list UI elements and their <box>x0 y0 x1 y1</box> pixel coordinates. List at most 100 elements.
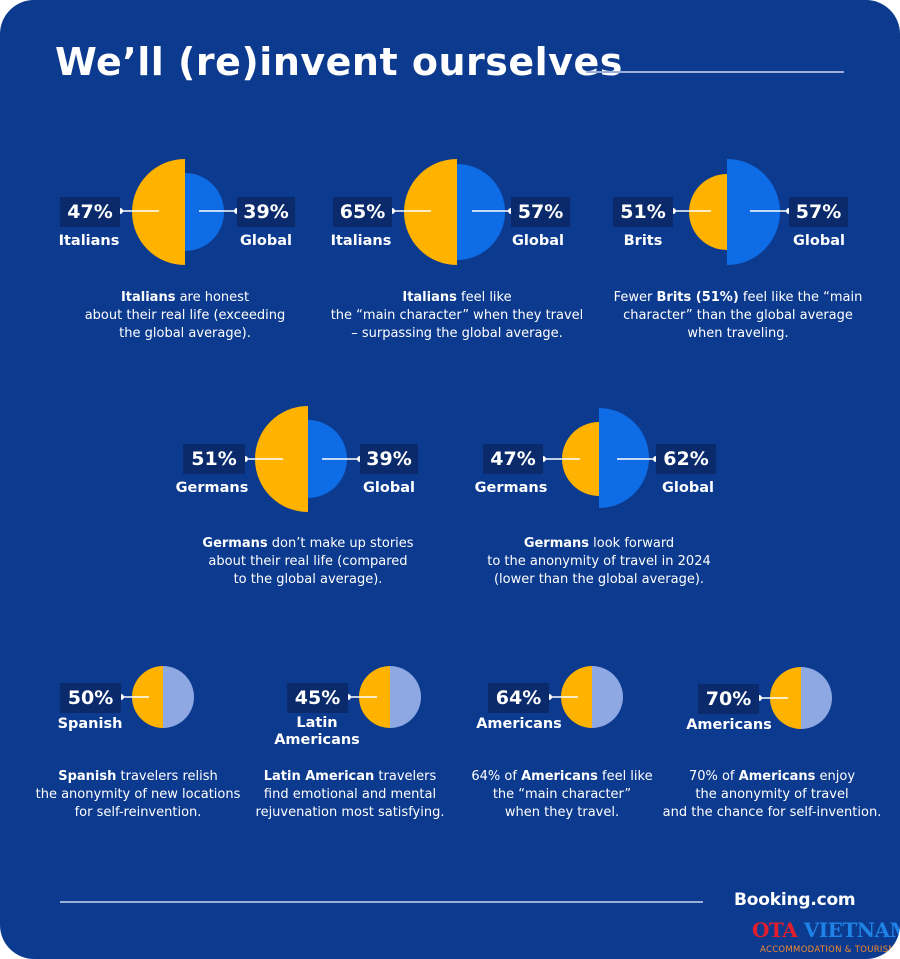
desc-americans-main: 64% of Americans feel like the “main cha… <box>427 768 697 822</box>
stat-italians-main-label: Italians <box>330 233 392 249</box>
desc-americans-anonymity: 70% of Americans enjoy the anonymity of … <box>637 768 900 822</box>
stat-global-main-pct: 57% <box>511 197 570 227</box>
stat-global-stories-pct: 39% <box>360 444 418 474</box>
half-circle-local <box>689 174 727 250</box>
stat-latin-americans-label: Latin Americans <box>257 715 377 749</box>
stat-spanish-pct: 50% <box>60 683 121 713</box>
desc-bold: Americans <box>738 769 816 784</box>
desc-italians-honest: Italians are honest about their real lif… <box>50 289 320 343</box>
stat-americans-anonymity-label: Americans <box>686 717 772 733</box>
desc-line-1: enjoy <box>815 769 856 784</box>
stat-spanish-label: Spanish <box>57 716 123 732</box>
stat-italians-main-pct: 65% <box>333 197 392 227</box>
stat-global-anonymity-pct: 62% <box>656 444 716 474</box>
desc-line-3: and the chance for self-invention. <box>662 805 882 820</box>
desc-line-2: the anonymity of travel <box>695 787 849 802</box>
desc-line-1: look forward <box>589 536 675 551</box>
stat-latin-americans-pct: 45% <box>287 683 348 713</box>
chart-latin-americans <box>345 666 421 728</box>
page-title: We’ll (re)invent ourselves <box>55 40 623 84</box>
stat-global-anonymity-label: Global <box>662 480 714 496</box>
chart-americans-anonymity <box>756 667 832 729</box>
desc-line-3: the global average). <box>119 326 251 341</box>
desc-line-3: (lower than the global average). <box>493 572 705 587</box>
desc-bold: Latin American <box>263 769 375 784</box>
desc-pre: 70% of <box>688 769 739 784</box>
desc-line-2: to the anonymity of travel in 2024 <box>487 554 711 569</box>
stat-global-honest-pct: 39% <box>237 197 295 227</box>
half-circle-global <box>185 173 224 251</box>
desc-line-1: travelers <box>374 769 437 784</box>
label-line-2: Americans <box>274 732 360 748</box>
stat-americans-main-pct: 64% <box>488 683 549 713</box>
stat-global-brits-pct: 57% <box>789 197 848 227</box>
watermark-vietnam: VIETNAM <box>803 918 900 942</box>
title-divider <box>586 71 844 73</box>
chart-germans-anonymity <box>540 408 659 508</box>
chart-brits-main-character <box>670 159 792 265</box>
desc-line-1: feel like <box>597 769 653 784</box>
chart-americans-main-character <box>546 666 623 728</box>
stat-brits-label: Brits <box>623 233 663 249</box>
desc-line-3: rejuvenation most satisfying. <box>255 805 445 820</box>
chart-spanish <box>118 666 194 728</box>
desc-line-3: for self-reinvention. <box>74 805 202 820</box>
desc-bold: Spanish <box>58 769 117 784</box>
booking-logo: Booking.com <box>734 890 856 910</box>
desc-germans-stories: Germans don’t make up stories about thei… <box>173 535 443 589</box>
stat-italians-honest-label: Italians <box>58 233 120 249</box>
half-circle-global <box>390 666 421 728</box>
stat-germans-stories-pct: 51% <box>183 444 245 474</box>
desc-line-3: when they travel. <box>504 805 620 820</box>
half-circle-local <box>132 159 185 265</box>
half-circle-global <box>457 164 505 260</box>
stat-germans-anonymity-pct: 47% <box>483 444 543 474</box>
stat-brits-pct: 51% <box>613 197 673 227</box>
desc-spanish: Spanish travelers relish the anonymity o… <box>3 768 273 822</box>
half-circle-global <box>163 666 194 728</box>
half-circle-local <box>562 422 599 496</box>
desc-bold: Italians <box>402 290 457 305</box>
stat-global-main-label: Global <box>512 233 564 249</box>
desc-pre: Fewer <box>613 290 657 305</box>
desc-line-2: about their real life (exceeding <box>84 308 286 323</box>
chart-germans-stories <box>242 406 363 512</box>
desc-bold: Germans <box>202 536 268 551</box>
desc-bold: Americans <box>521 769 598 784</box>
desc-germans-anonymity: Germans look forward to the anonymity of… <box>464 535 734 589</box>
half-circle-global <box>727 159 780 265</box>
desc-line-3: – surpassing the global average. <box>351 326 563 341</box>
desc-line-1: don’t make up stories <box>267 536 414 551</box>
label-line-1: Latin <box>296 715 338 731</box>
desc-line-3: when traveling. <box>687 326 789 341</box>
desc-brits-main: Fewer Brits (51%) feel like the “main ch… <box>603 289 873 343</box>
stat-global-honest-label: Global <box>240 233 292 249</box>
desc-line-2: find emotional and mental <box>263 787 437 802</box>
half-circle-global <box>801 667 832 729</box>
desc-bold: Germans <box>523 536 590 551</box>
stat-germans-stories-label: Germans <box>175 480 249 496</box>
desc-line-2: about their real life (compared <box>208 554 408 569</box>
footer-divider <box>60 901 703 903</box>
half-circle-global <box>592 666 623 728</box>
desc-bold: Italians <box>120 290 176 305</box>
half-circle-local <box>404 159 457 265</box>
desc-line-1: feel like <box>456 290 512 305</box>
desc-latin-americans: Latin American travelers find emotional … <box>215 768 485 822</box>
chart-italians-main-character <box>389 159 514 265</box>
desc-italians-main: Italians feel like the “main character” … <box>322 289 592 343</box>
stat-italians-honest-pct: 47% <box>60 197 120 227</box>
desc-line-1: are honest <box>175 290 250 305</box>
half-circle-global <box>599 408 649 508</box>
desc-line-2: the “main character” <box>492 787 632 802</box>
desc-line-3: to the global average). <box>233 572 383 587</box>
stat-global-stories-label: Global <box>363 480 415 496</box>
desc-line-1: feel like the “main <box>738 290 863 305</box>
stat-global-brits-label: Global <box>793 233 845 249</box>
ota-vietnam-watermark: OTA VIETNAM <box>752 918 900 942</box>
chart-italians-honest <box>117 159 240 265</box>
desc-line-1: travelers relish <box>116 769 218 784</box>
desc-line-2: character” than the global average <box>623 308 853 323</box>
desc-line-2: the anonymity of new locations <box>35 787 241 802</box>
